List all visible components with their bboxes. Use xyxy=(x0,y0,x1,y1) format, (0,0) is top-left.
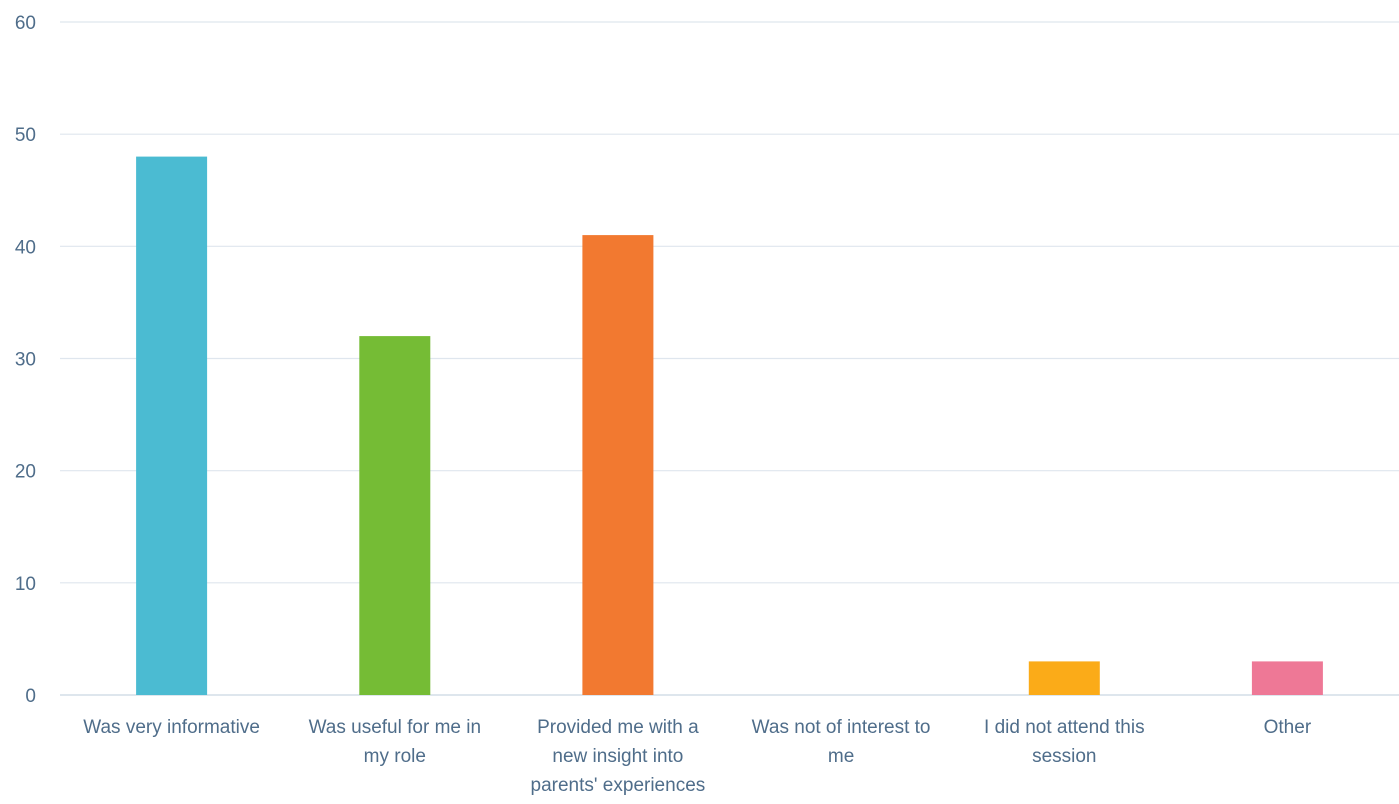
y-tick-label: 30 xyxy=(15,350,36,371)
x-axis-labels: Was very informative Was useful for me in… xyxy=(83,717,1312,796)
y-tick-label: 60 xyxy=(15,13,36,34)
x-category-label: I did not attend this session xyxy=(984,717,1145,767)
x-category-label: Other xyxy=(1264,717,1312,738)
bar xyxy=(582,235,654,695)
bar xyxy=(359,336,431,695)
y-axis-ticks: 0 10 20 30 40 50 60 xyxy=(15,13,36,707)
y-tick-label: 0 xyxy=(25,686,36,707)
y-tick-label: 50 xyxy=(15,125,36,146)
bars xyxy=(136,156,1323,696)
y-tick-label: 10 xyxy=(15,574,36,595)
x-category-label: Provided me with a new insight into parent… xyxy=(531,717,706,796)
y-tick-label: 20 xyxy=(15,462,36,483)
bar xyxy=(1028,661,1100,695)
grid-lines xyxy=(60,21,1399,696)
x-category-label: Was not of interest to me xyxy=(752,717,931,767)
bar xyxy=(1251,661,1323,695)
bar xyxy=(136,156,208,696)
x-category-label: Was useful for me in my role xyxy=(309,717,481,767)
y-tick-label: 40 xyxy=(15,237,36,258)
x-category-label: Was very informative xyxy=(83,717,260,738)
